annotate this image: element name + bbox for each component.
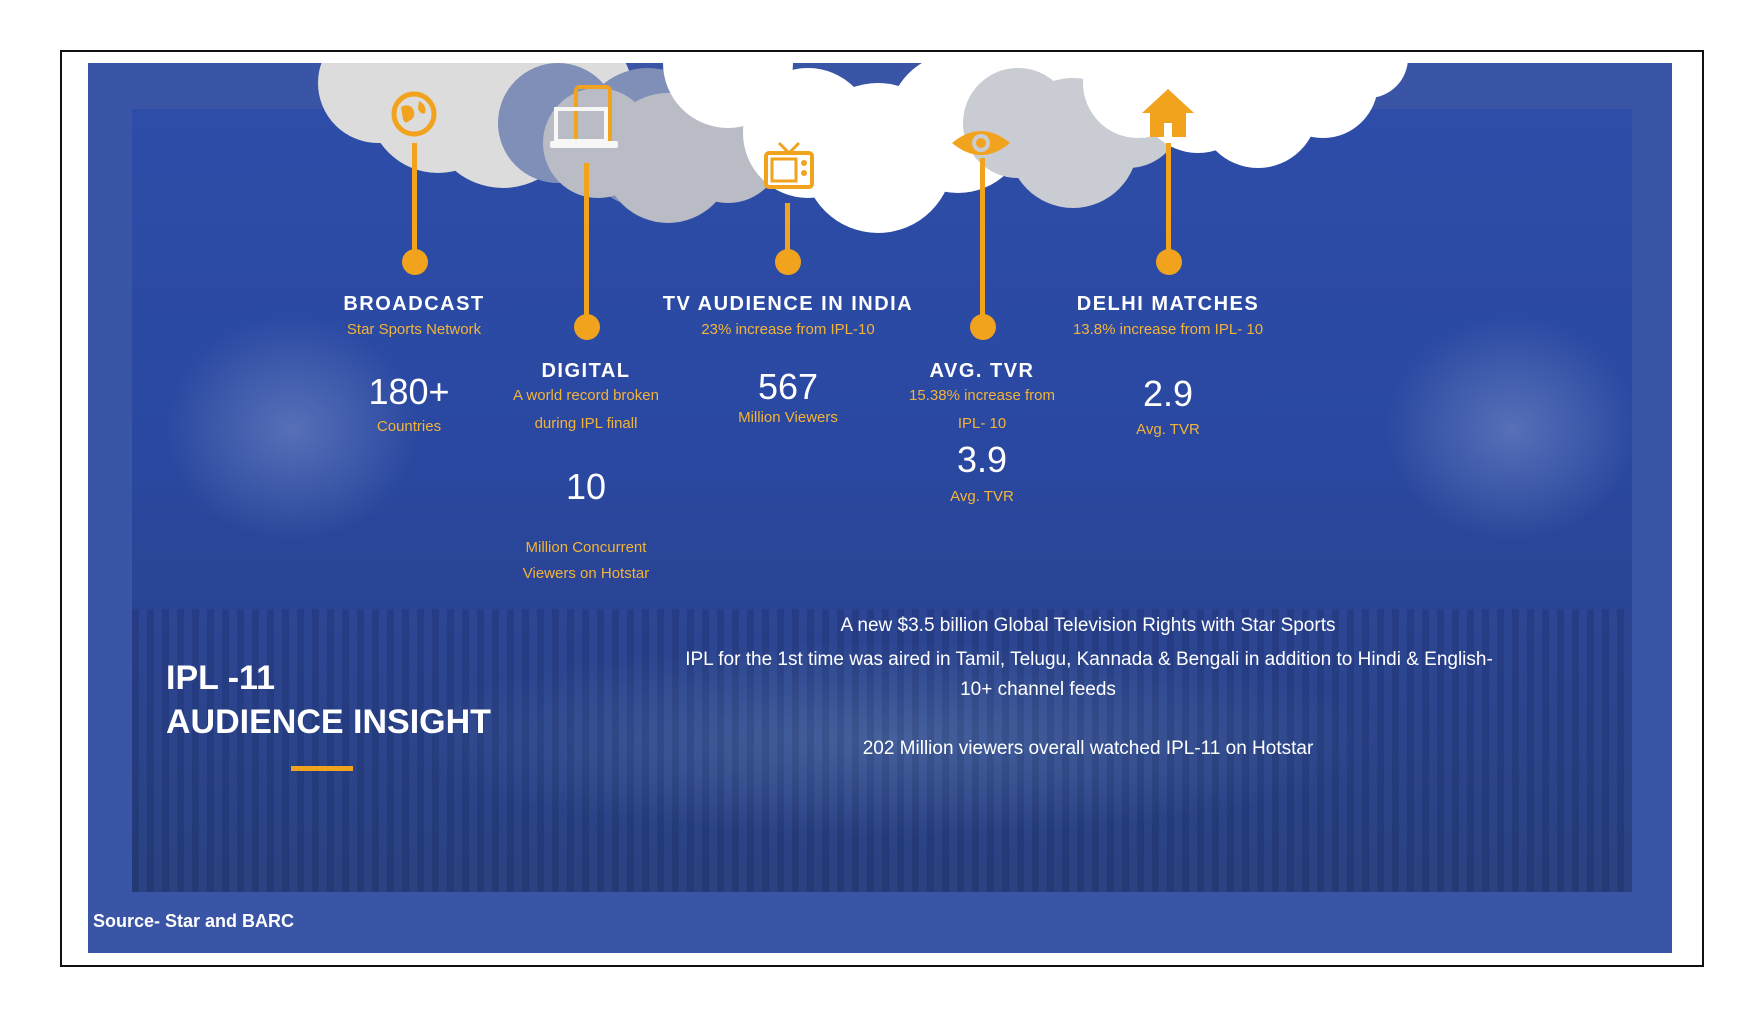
tv-audience-subheading: 23% increase from IPL-10: [701, 321, 875, 338]
digital-dot: [574, 314, 600, 340]
fact-hotstar-viewers: 202 Million viewers overall watched IPL-…: [862, 738, 1314, 759]
slide-title-line2: AUDIENCE INSIGHT: [166, 703, 491, 741]
devices-icon: [550, 85, 618, 148]
globe-icon: [391, 91, 437, 137]
stadium-background: [132, 109, 1632, 892]
slide-title: IPL -11 AUDIENCE INSIGHT: [166, 656, 491, 744]
broadcast-connector: [412, 143, 417, 261]
broadcast-value: 180+: [368, 371, 450, 412]
tv-audience-value: 567: [757, 366, 819, 407]
tvr-connector: [980, 158, 985, 323]
avg-tvr-value: 3.9: [956, 439, 1008, 480]
digital-value: 10: [565, 466, 607, 507]
delhi-dot: [1156, 249, 1182, 275]
avg-tvr-value-label: Avg. TVR: [950, 488, 1014, 505]
source-note: Source- Star and BARC: [93, 911, 295, 931]
tvr-dot: [970, 314, 996, 340]
slide-frame: [60, 50, 1704, 967]
title-underline: [291, 766, 353, 771]
digital-value-label-line2: Viewers on Hotstar: [522, 565, 650, 582]
crowd-texture: [132, 609, 1632, 892]
delhi-connector: [1166, 143, 1171, 261]
digital-heading: DIGITAL: [541, 360, 631, 382]
delhi-heading: DELHI MATCHES: [1076, 293, 1260, 315]
digital-subheading-line2: during IPL finall: [534, 415, 638, 432]
eye-icon: [952, 131, 1010, 155]
tv-audience-value-label: Million Viewers: [738, 409, 838, 426]
broadcast-dot: [402, 249, 428, 275]
digital-value-label-line1: Million Concurrent: [525, 539, 647, 556]
infographic-slide: BROADCAST Star Sports Network 180+ Count…: [88, 63, 1672, 953]
fact-languages: IPL for the 1st time was aired in Tamil,…: [685, 649, 1493, 670]
digital-subheading-line1: A world record broken: [513, 387, 659, 404]
fact-channel-feeds: 10+ channel feeds: [960, 679, 1116, 700]
avg-tvr-subheading-line2: IPL- 10: [957, 415, 1007, 432]
fact-rights: A new $3.5 billion Global Television Rig…: [840, 615, 1336, 636]
broadcast-subheading: Star Sports Network: [346, 321, 482, 338]
digital-connector: [584, 163, 589, 323]
tv-audience-heading: TV AUDIENCE IN INDIA: [662, 293, 914, 315]
avg-tvr-heading: AVG. TVR: [929, 360, 1035, 382]
broadcast-heading: BROADCAST: [343, 293, 485, 315]
home-icon: [1142, 89, 1194, 137]
tv-connector: [785, 203, 790, 258]
delhi-value: 2.9: [1142, 373, 1194, 414]
tv-dot: [775, 249, 801, 275]
broadcast-value-label: Countries: [376, 418, 442, 435]
tv-icon: [764, 141, 814, 189]
slide-title-line1: IPL -11: [166, 659, 275, 697]
avg-tvr-subheading-line1: 15.38% increase from: [909, 387, 1055, 404]
delhi-value-label: Avg. TVR: [1136, 421, 1200, 438]
delhi-subheading: 13.8% increase from IPL- 10: [1072, 321, 1264, 338]
